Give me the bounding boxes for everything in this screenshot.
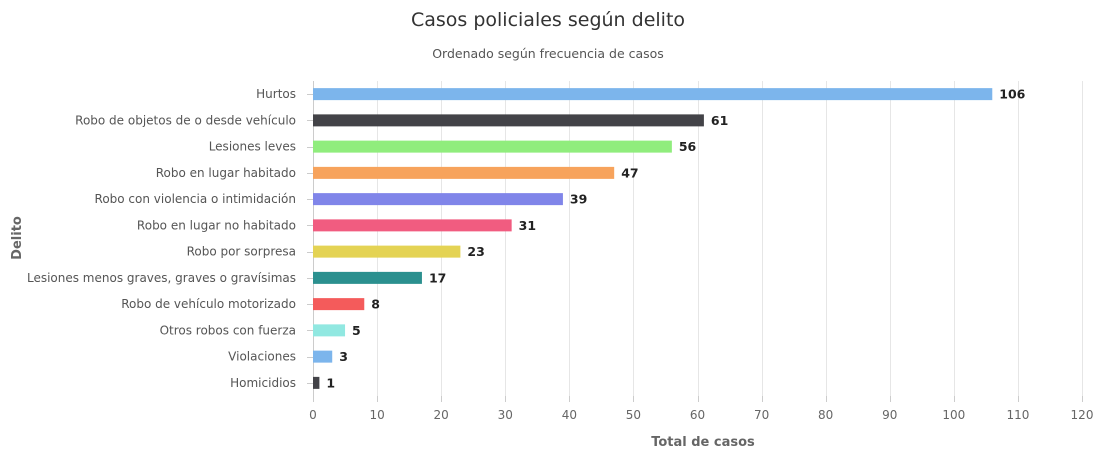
data-label: 5 [352, 323, 361, 338]
bar [313, 219, 512, 232]
data-label: 17 [429, 270, 446, 285]
data-label: 39 [570, 192, 587, 207]
data-label: 106 [999, 87, 1025, 102]
x-tick-label: 60 [690, 408, 705, 422]
x-tick-label: 40 [562, 408, 577, 422]
category-label: Robo por sorpresa [187, 245, 296, 259]
bar [313, 193, 563, 206]
x-tick-label: 0 [309, 408, 317, 422]
x-tick-label: 30 [498, 408, 513, 422]
bar [313, 140, 672, 153]
category-label: Otros robos con fuerza [160, 323, 296, 337]
bar [313, 324, 346, 337]
chart-title: Casos policiales según delito [411, 9, 685, 31]
category-label: Lesiones menos graves, graves o gravísim… [27, 271, 296, 285]
category-label: Robo de objetos de o desde vehículo [75, 113, 296, 127]
category-labels: Hurtos Robo de objetos de o desde vehícul… [27, 87, 296, 390]
x-tick-label: 100 [942, 408, 965, 422]
bar [313, 350, 333, 363]
category-label: Violaciones [228, 350, 296, 364]
x-tick-label: 10 [369, 408, 384, 422]
x-tick-label: 120 [1071, 408, 1094, 422]
data-label: 8 [371, 297, 380, 312]
chart-subtitle: Ordenado según frecuencia de casos [432, 46, 664, 61]
x-tick-label: 80 [818, 408, 833, 422]
category-label: Lesiones leves [209, 140, 296, 154]
bar [313, 166, 615, 179]
y-axis-title: Delito [10, 216, 25, 260]
bar [313, 114, 704, 127]
data-label: 56 [679, 139, 697, 154]
bar [313, 88, 993, 101]
category-label: Hurtos [256, 87, 296, 101]
grid-lines [313, 81, 1083, 396]
x-tick-label: 20 [434, 408, 449, 422]
bar [313, 245, 461, 258]
bar [313, 376, 320, 389]
x-tick-label: 70 [754, 408, 769, 422]
category-label: Robo en lugar habitado [156, 166, 296, 180]
data-label: 31 [519, 218, 536, 233]
data-label: 47 [621, 165, 638, 180]
data-label: 23 [467, 244, 484, 259]
category-label: Homicidios [230, 376, 296, 390]
category-label: Robo de vehículo motorizado [121, 297, 296, 311]
x-tick-label: 110 [1006, 408, 1029, 422]
x-axis-title: Total de casos [651, 435, 755, 450]
x-tick-label: 90 [882, 408, 897, 422]
bar [313, 298, 365, 311]
data-label: 1 [326, 375, 335, 390]
bar [313, 271, 422, 284]
x-tick-label: 50 [626, 408, 641, 422]
x-axis-ticks: 0 10 20 30 40 50 60 70 80 90 100 110 120 [307, 81, 1093, 422]
data-label: 3 [339, 349, 348, 364]
category-label: Robo con violencia o intimidación [95, 192, 296, 206]
bars [313, 88, 993, 389]
data-label: 61 [711, 113, 728, 128]
category-label: Robo en lugar no habitado [137, 218, 296, 232]
